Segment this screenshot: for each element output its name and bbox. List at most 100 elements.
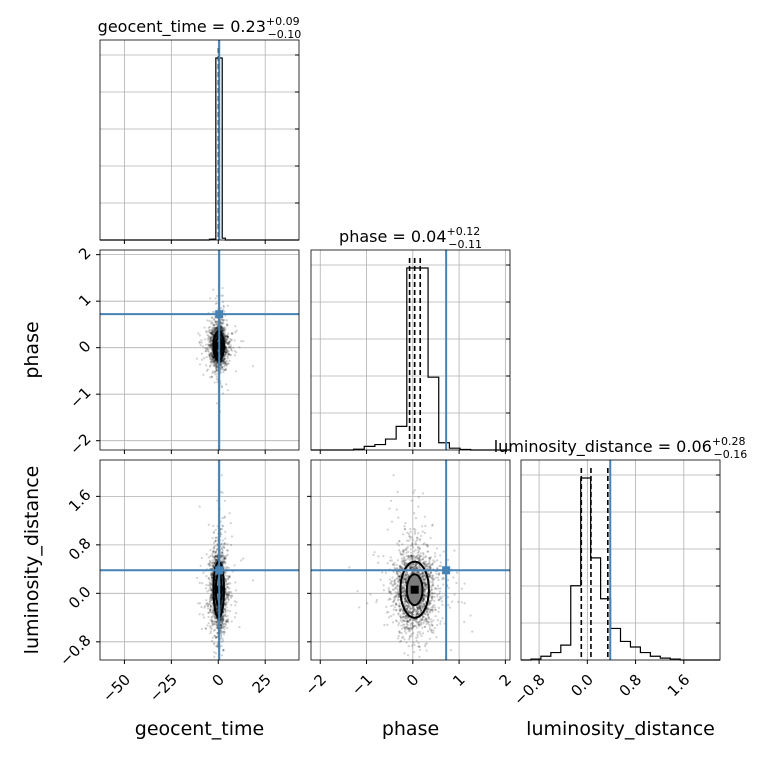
sample-point	[221, 358, 225, 361]
sample-point	[207, 326, 210, 329]
sample-point	[221, 561, 224, 564]
sample-point	[222, 331, 225, 334]
sample-point	[210, 322, 213, 325]
sample-point	[206, 607, 210, 610]
sample-point	[221, 637, 224, 640]
sample-point	[463, 582, 466, 585]
sample-point	[229, 596, 233, 599]
sample-point	[205, 331, 208, 334]
sample-point	[209, 589, 213, 592]
sample-point	[223, 628, 226, 631]
sample-point	[375, 598, 379, 602]
sample-point	[210, 344, 213, 347]
sample-point	[209, 331, 212, 334]
sample-point	[220, 366, 224, 369]
sample-point	[223, 557, 226, 560]
sample-point	[225, 351, 228, 354]
sample-point	[216, 326, 219, 329]
sample-point	[216, 362, 219, 365]
sample-point	[210, 336, 214, 339]
sample-point	[230, 338, 233, 341]
sample-point	[215, 364, 218, 368]
sample-point	[210, 587, 213, 591]
sample-point	[222, 300, 225, 304]
sample-point	[413, 527, 416, 530]
sample-point	[216, 354, 219, 357]
sample-point	[215, 294, 218, 298]
sample-point	[209, 587, 212, 590]
sample-point	[227, 576, 231, 579]
sample-point	[221, 491, 224, 494]
sample-point	[225, 592, 228, 596]
sample-point	[211, 574, 214, 577]
sample-point	[209, 343, 212, 346]
sample-point	[224, 360, 227, 363]
sample-point	[227, 353, 231, 356]
sample-point	[215, 636, 218, 639]
sample-point	[206, 346, 209, 349]
sample-point	[212, 328, 215, 331]
sample-point	[208, 564, 211, 568]
sample-point	[211, 310, 215, 314]
sample-point	[211, 622, 214, 626]
sample-point	[221, 359, 224, 362]
sample-point	[220, 325, 223, 328]
sample-point	[447, 604, 450, 607]
sample-point	[210, 620, 214, 623]
sample-point	[225, 554, 228, 558]
sample-point	[227, 566, 230, 569]
sample-point	[223, 359, 226, 362]
sample-point	[209, 297, 212, 300]
sample-point	[209, 352, 212, 355]
sample-point	[226, 351, 229, 354]
sample-point	[222, 359, 225, 362]
sample-point	[222, 360, 225, 363]
sample-point	[439, 564, 442, 568]
sample-point	[233, 564, 236, 567]
sample-point	[222, 326, 225, 329]
sample-point	[201, 345, 205, 348]
sample-point	[210, 375, 214, 379]
sample-point	[211, 354, 214, 357]
sample-point	[213, 328, 216, 331]
sample-point	[224, 334, 227, 338]
sample-point	[396, 591, 400, 594]
sample-point	[211, 357, 214, 360]
sample-point	[402, 556, 405, 559]
sample-point	[219, 605, 223, 608]
sample-point	[233, 349, 236, 353]
sample-point	[222, 633, 226, 636]
sample-point	[425, 649, 428, 652]
sample-point	[213, 363, 216, 366]
sample-point	[213, 359, 216, 362]
sample-point	[417, 505, 420, 508]
sample-point	[215, 622, 218, 625]
sample-point	[242, 557, 245, 560]
sample-point	[226, 349, 229, 352]
sample-point	[222, 557, 225, 560]
sample-point	[224, 602, 227, 605]
title-plus: +0.12	[447, 225, 481, 238]
sample-point	[212, 531, 216, 535]
sample-point	[220, 360, 224, 363]
sample-point	[210, 343, 213, 346]
sample-point	[215, 375, 218, 378]
sample-point	[373, 551, 376, 554]
sample-point	[226, 586, 229, 589]
panel-frame	[99, 459, 300, 661]
sample-point	[211, 358, 214, 361]
sample-point	[222, 322, 225, 325]
sample-point	[223, 326, 226, 329]
sample-point	[225, 349, 228, 352]
sample-point	[210, 343, 213, 346]
sample-point	[221, 545, 225, 548]
sample-point	[229, 610, 232, 613]
sample-point	[226, 543, 229, 546]
sample-point	[221, 329, 224, 332]
panel-geocent_time-vs-phase	[99, 249, 300, 451]
sample-point	[207, 350, 210, 353]
sample-point	[442, 550, 445, 553]
sample-point	[348, 566, 351, 569]
sample-point	[220, 637, 223, 640]
sample-point	[206, 333, 209, 337]
